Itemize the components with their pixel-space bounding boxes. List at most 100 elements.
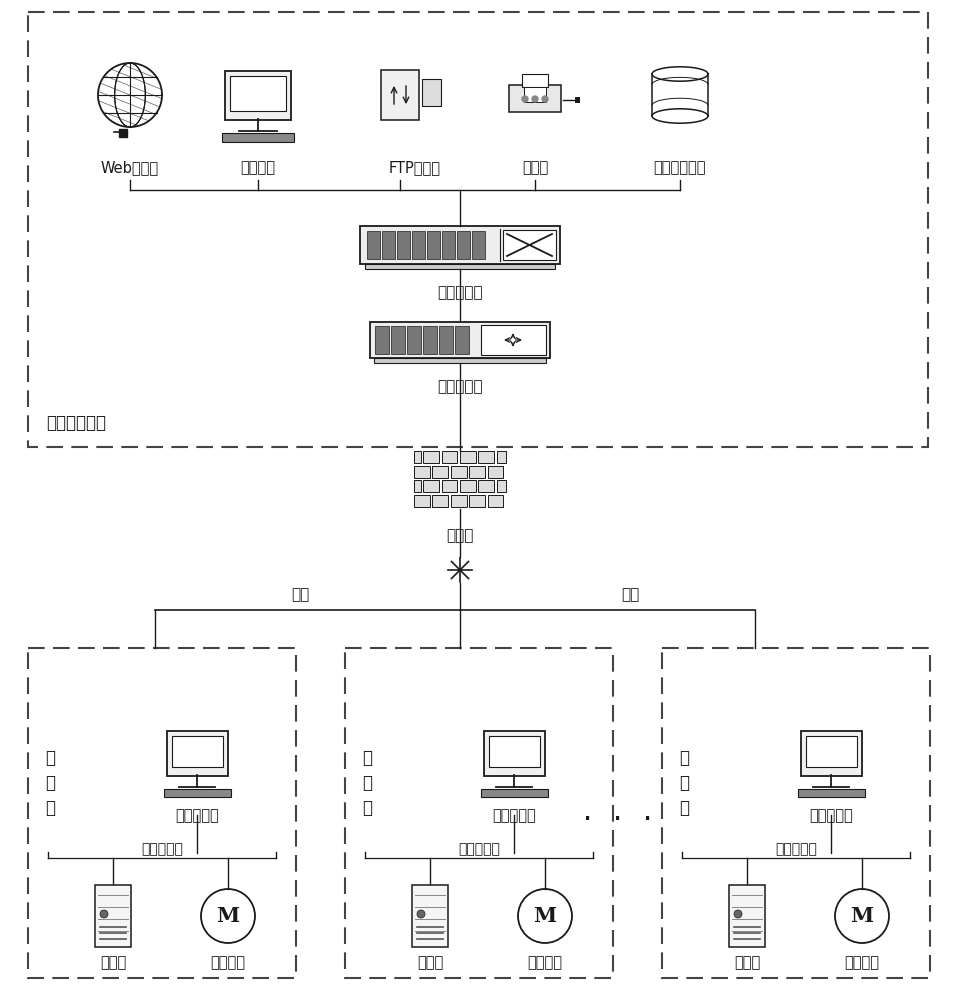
Bar — [427, 231, 440, 259]
Text: 防火墙: 防火墙 — [446, 528, 473, 543]
Bar — [414, 466, 430, 478]
Text: 伺服电机: 伺服电机 — [845, 955, 879, 970]
Text: 核心交换机: 核心交换机 — [437, 285, 483, 300]
Bar — [432, 494, 448, 506]
Text: M: M — [851, 906, 874, 926]
Bar — [225, 71, 291, 120]
Text: 本地工作站: 本地工作站 — [492, 808, 536, 823]
Bar — [414, 494, 430, 506]
Text: 光纤: 光纤 — [291, 587, 309, 602]
Text: 伺服电机: 伺服电机 — [211, 955, 245, 970]
Bar — [407, 326, 421, 354]
Circle shape — [522, 96, 528, 102]
Bar — [457, 231, 470, 259]
Bar — [460, 480, 476, 492]
Bar — [370, 322, 550, 358]
Circle shape — [518, 889, 572, 943]
Bar — [422, 79, 441, 106]
Bar — [489, 736, 540, 767]
Bar — [381, 70, 419, 120]
Bar — [497, 451, 506, 463]
Bar — [423, 480, 439, 492]
Text: 子
节
点: 子 节 点 — [679, 749, 689, 817]
Bar — [503, 230, 556, 260]
Bar — [469, 466, 485, 478]
Bar — [481, 789, 548, 797]
Bar — [221, 133, 294, 142]
Circle shape — [100, 910, 108, 918]
Text: 本地工作站: 本地工作站 — [810, 808, 853, 823]
Text: 子
节
点: 子 节 点 — [45, 749, 55, 817]
Bar — [478, 451, 494, 463]
Bar — [497, 480, 506, 492]
Bar — [119, 129, 126, 137]
Text: 打印机: 打印机 — [522, 160, 548, 175]
Bar — [488, 466, 504, 478]
Text: Web服务器: Web服务器 — [101, 160, 159, 175]
Bar — [442, 480, 458, 492]
Bar — [484, 731, 545, 776]
Text: 工程师站: 工程师站 — [240, 160, 276, 175]
Bar — [432, 466, 448, 478]
Bar — [472, 231, 485, 259]
Bar — [382, 231, 395, 259]
Bar — [481, 325, 546, 355]
Bar — [230, 76, 286, 111]
Bar — [164, 789, 231, 797]
Bar — [414, 451, 421, 463]
Text: 子
节
点: 子 节 点 — [362, 749, 372, 817]
Bar — [806, 736, 857, 767]
Bar — [374, 358, 546, 363]
Bar — [729, 885, 765, 947]
Bar — [423, 326, 437, 354]
Text: 伺服器: 伺服器 — [100, 955, 126, 970]
Text: 工业以太网: 工业以太网 — [458, 842, 500, 856]
Bar — [455, 326, 469, 354]
Text: 伺服器: 伺服器 — [417, 955, 444, 970]
Text: 伺服电机: 伺服电机 — [528, 955, 562, 970]
Bar — [367, 231, 380, 259]
Bar — [365, 264, 555, 269]
Circle shape — [201, 889, 255, 943]
Bar — [442, 451, 458, 463]
Bar — [469, 494, 485, 506]
Bar — [167, 731, 228, 776]
Bar — [442, 231, 455, 259]
Bar — [451, 494, 467, 506]
Bar — [95, 885, 131, 947]
Bar — [439, 326, 453, 354]
Bar — [414, 480, 421, 492]
Bar — [412, 885, 448, 947]
Bar — [375, 326, 389, 354]
Bar — [522, 74, 548, 87]
Text: 本地工作站: 本地工作站 — [175, 808, 218, 823]
Bar — [801, 731, 862, 776]
Bar — [391, 326, 405, 354]
Text: 工业以太网: 工业以太网 — [775, 842, 817, 856]
Bar — [172, 736, 223, 767]
Circle shape — [734, 910, 742, 918]
Text: 调度控制中心: 调度控制中心 — [46, 414, 106, 432]
Circle shape — [835, 889, 889, 943]
Bar — [460, 451, 476, 463]
Text: 光纤: 光纤 — [621, 587, 639, 602]
Bar — [423, 451, 439, 463]
Text: . . .: . . . — [581, 801, 655, 825]
Circle shape — [542, 96, 548, 102]
Text: 核心路由器: 核心路由器 — [437, 379, 483, 394]
Text: M: M — [217, 906, 240, 926]
Bar — [488, 494, 504, 506]
Bar — [524, 87, 546, 102]
Text: M: M — [534, 906, 557, 926]
Bar — [575, 97, 580, 103]
Text: FTP服务器: FTP服务器 — [389, 160, 441, 175]
Bar — [412, 231, 425, 259]
Bar — [478, 480, 494, 492]
Circle shape — [532, 96, 538, 102]
Circle shape — [417, 910, 425, 918]
Text: 工业以太网: 工业以太网 — [141, 842, 183, 856]
Bar — [360, 226, 560, 264]
Text: 数据库服务器: 数据库服务器 — [653, 160, 706, 175]
Bar — [509, 85, 561, 112]
Bar — [798, 789, 865, 797]
